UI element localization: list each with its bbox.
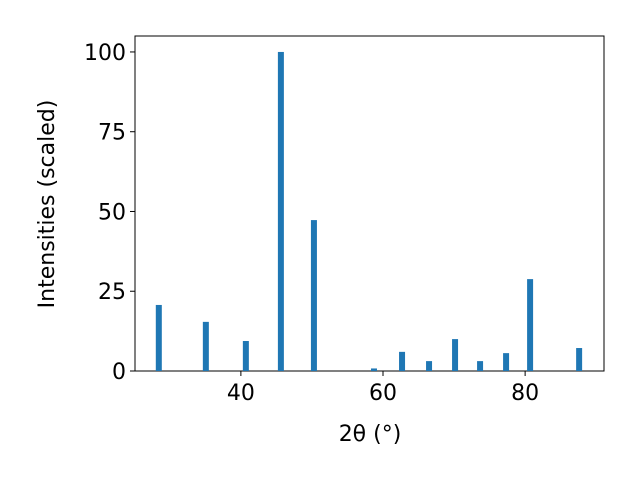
bar xyxy=(310,220,317,371)
x-tick-label: 40 xyxy=(227,381,255,406)
x-axis-label: 2θ (°) xyxy=(339,422,402,447)
y-axis-label: Intensities (scaled) xyxy=(35,100,60,309)
x-tick-label: 60 xyxy=(369,381,397,406)
bar xyxy=(527,279,534,371)
bar xyxy=(399,351,406,371)
plot-frame xyxy=(134,35,605,372)
bar xyxy=(370,368,377,371)
y-tick-label: 25 xyxy=(98,280,126,305)
bar xyxy=(155,304,162,371)
y-tick-label: 100 xyxy=(84,41,126,66)
bar xyxy=(277,51,284,371)
bar xyxy=(477,361,484,371)
bar xyxy=(452,339,459,371)
bar xyxy=(503,353,510,371)
y-tick-label: 50 xyxy=(98,200,126,225)
bar xyxy=(242,341,249,371)
bar xyxy=(202,321,209,371)
x-tick-label: 80 xyxy=(511,381,539,406)
y-tick-label: 0 xyxy=(112,360,126,385)
bar xyxy=(426,361,433,371)
bar xyxy=(576,348,583,371)
y-tick-label: 75 xyxy=(98,121,126,146)
